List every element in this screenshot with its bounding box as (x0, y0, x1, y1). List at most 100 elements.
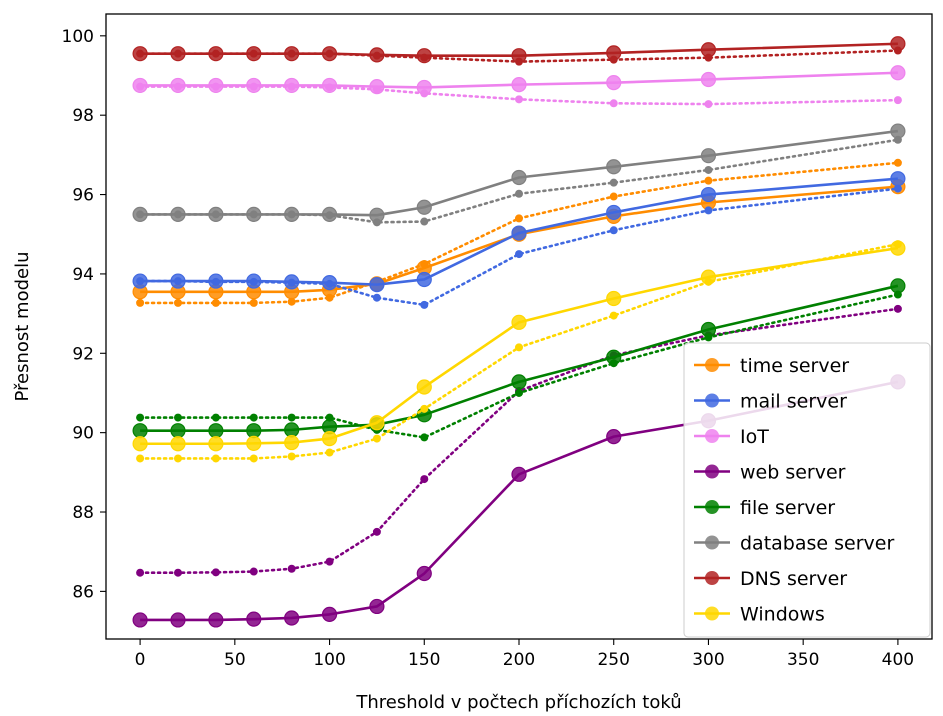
legend-marker (705, 606, 719, 621)
x-tick-label: 0 (135, 650, 146, 670)
legend-marker (705, 500, 719, 514)
series-mail-server (132, 171, 906, 309)
data-point (511, 225, 527, 241)
legend-item: IoT (694, 426, 769, 448)
data-point (606, 290, 622, 307)
legend-label: IoT (740, 426, 769, 448)
y-tick-label: 94 (72, 265, 94, 285)
data-point (208, 77, 224, 94)
data-point (369, 207, 385, 223)
y-tick-label: 100 (62, 27, 94, 47)
dotted-point (515, 95, 523, 104)
data-point (284, 274, 300, 290)
dotted-point (515, 214, 523, 223)
data-point (284, 610, 300, 626)
dotted-point (136, 568, 145, 577)
dotted-point (249, 567, 258, 576)
data-point (321, 206, 338, 222)
x-tick-label: 350 (787, 650, 819, 670)
legend-box (683, 342, 931, 638)
dotted-point (893, 304, 902, 313)
data-point (700, 148, 717, 164)
data-point (369, 47, 385, 63)
data-point (246, 423, 262, 439)
dotted-line-database-server (138, 138, 900, 224)
data-point (208, 436, 224, 452)
data-point (890, 240, 906, 256)
legend-marker (705, 464, 719, 479)
dotted-point (136, 298, 145, 307)
data-point (321, 431, 338, 447)
data-point (606, 429, 622, 445)
dotted-point (704, 206, 713, 215)
data-point (416, 271, 432, 288)
data-point (170, 77, 186, 94)
dotted-point (420, 404, 429, 413)
legend-item: web server (694, 462, 846, 484)
data-point (890, 278, 906, 294)
series-dns-server (132, 36, 906, 66)
data-point (246, 273, 262, 289)
dotted-point (287, 564, 296, 573)
dotted-point (173, 454, 182, 463)
data-point (132, 423, 148, 439)
x-axis-label: Threshold v počtech příchozích toků (355, 692, 681, 713)
dotted-point (609, 311, 618, 320)
data-point (170, 46, 186, 62)
data-point (132, 612, 148, 628)
series-iot (132, 65, 906, 109)
dotted-line-windows (138, 242, 900, 460)
legend-label: time server (740, 355, 849, 377)
data-point (890, 171, 906, 187)
data-point (321, 606, 338, 622)
data-point (416, 565, 432, 582)
data-point (700, 42, 717, 58)
dotted-point (609, 178, 618, 187)
data-point (606, 159, 622, 175)
dotted-point (211, 454, 220, 463)
data-point (132, 77, 148, 94)
data-point (208, 46, 224, 62)
data-point (284, 46, 300, 62)
dotted-point (249, 413, 258, 422)
dotted-point (893, 184, 902, 193)
data-point (208, 273, 224, 289)
x-tick-label: 250 (597, 650, 629, 670)
x-tick-label: 400 (882, 650, 914, 670)
y-tick-label: 86 (72, 582, 94, 602)
data-point (511, 77, 527, 93)
data-point (321, 77, 338, 94)
data-point (208, 423, 224, 439)
data-point (511, 169, 527, 186)
data-point (132, 46, 148, 62)
dotted-point (704, 176, 713, 185)
dotted-point (325, 448, 334, 457)
data-point (284, 206, 300, 222)
data-point (246, 435, 262, 451)
dotted-point (249, 298, 258, 307)
dotted-point (211, 568, 220, 577)
legend-item: file server (694, 497, 835, 519)
legend-item: database server (694, 533, 894, 555)
data-point (321, 46, 338, 62)
legend: time server mail server IoT web server file … (683, 342, 931, 638)
data-point (284, 422, 300, 438)
data-point (208, 612, 224, 628)
dotted-point (173, 298, 182, 307)
data-point (890, 123, 906, 139)
y-tick-label: 92 (72, 344, 94, 364)
series-database-server (132, 123, 906, 227)
dotted-point (325, 557, 334, 566)
data-point (511, 314, 527, 330)
y-axis-label: Přesnost modelu (12, 251, 33, 401)
dotted-point (211, 413, 220, 422)
legend-marker (705, 571, 719, 585)
data-point (284, 77, 300, 94)
legend-label: file server (740, 497, 835, 519)
data-point (700, 71, 717, 88)
dotted-point (287, 452, 296, 461)
dotted-point (420, 300, 429, 309)
dotted-point (420, 475, 429, 484)
data-point (416, 379, 432, 395)
data-point (369, 79, 385, 95)
